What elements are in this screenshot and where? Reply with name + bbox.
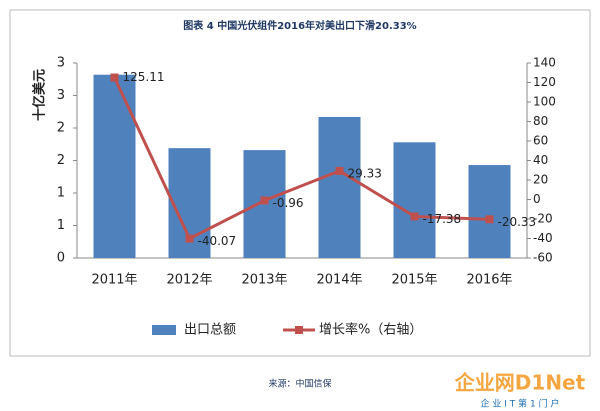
chart-title: 图表 4 中国光伏组件2016年对美出口下滑20.33%	[183, 19, 416, 32]
y-tick-label: 3	[57, 56, 65, 71]
data-label: 125.11	[123, 70, 165, 84]
marker	[410, 212, 419, 221]
source: 来源：中国信保	[268, 378, 331, 390]
marker	[185, 234, 194, 243]
y-tick-label: 1	[57, 218, 65, 233]
legend-label: 出口总额	[184, 323, 236, 338]
y2-tick-label: 140	[533, 56, 556, 70]
bar	[468, 165, 511, 258]
x-tick-label: 2012年	[166, 273, 212, 288]
y2-tick-label: 20	[533, 173, 548, 187]
bar	[393, 142, 436, 258]
x-tick-label: 2016年	[466, 273, 512, 288]
y-tick-label: 3	[57, 88, 65, 103]
y-tick-label: 0	[57, 251, 65, 266]
data-label: -0.96	[273, 196, 304, 210]
marker	[110, 73, 119, 82]
y2-tick-label: -20	[533, 212, 553, 226]
x-tick-label: 2014年	[316, 273, 362, 288]
legend-swatch	[152, 325, 176, 335]
y2-tick-label: -40	[533, 231, 553, 245]
bar	[318, 116, 361, 258]
x-tick-label: 2015年	[391, 273, 437, 288]
y-tick-label: 2	[57, 153, 65, 168]
x-tick-label: 2013年	[241, 273, 287, 288]
y2-tick-label: -60	[533, 251, 553, 265]
data-label: -17.38	[423, 212, 462, 226]
watermark: 企业网D1Net	[454, 371, 586, 395]
y2-tick-label: 100	[533, 95, 556, 109]
data-label: 29.33	[348, 166, 382, 180]
x-tick-label: 2011年	[91, 273, 137, 288]
y-axis-label: 十亿美元	[32, 69, 48, 121]
marker	[485, 215, 494, 224]
y2-tick-label: 40	[533, 153, 548, 167]
legend-label: 增长率%（右轴）	[319, 322, 422, 338]
y-tick-label: 2	[57, 121, 65, 136]
y2-tick-label: 60	[533, 134, 548, 148]
y2-tick-label: 80	[533, 114, 548, 128]
y-tick-label: 1	[57, 186, 65, 201]
y2-tick-label: 120	[533, 75, 556, 89]
data-label: -40.07	[198, 234, 237, 248]
data-label: -20.33	[498, 215, 537, 229]
marker	[335, 166, 344, 175]
line	[113, 76, 490, 241]
watermark-sub: 企 业 I T 第 1 门 户	[481, 398, 560, 410]
bar	[93, 74, 136, 258]
y2-tick-label: 0	[533, 192, 541, 206]
legend-swatch	[295, 326, 303, 334]
marker	[260, 196, 269, 205]
